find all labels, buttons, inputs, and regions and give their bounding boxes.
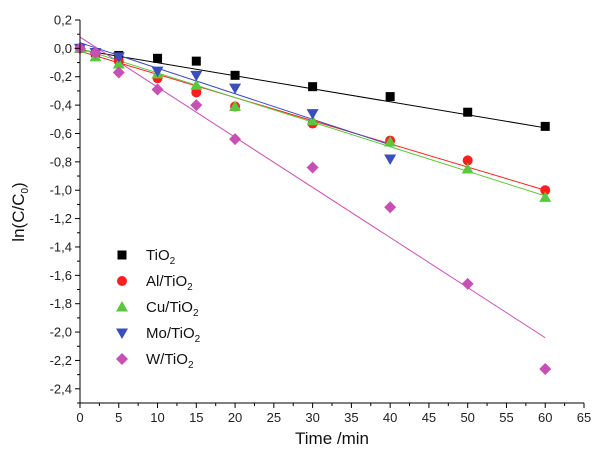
data-point-series-3	[384, 135, 397, 147]
y-tick-label: -0,8	[50, 154, 72, 169]
data-point-series-4	[306, 109, 319, 120]
x-ticks: 0 5 10 15 20 25 30 35 40 45 50 55 60 65	[76, 403, 591, 425]
data-point-series-3	[461, 162, 474, 174]
y-tick-label: -0,2	[50, 69, 72, 84]
legend-label-2: Al/TiO2	[146, 273, 193, 293]
data-point-series-5	[190, 99, 203, 112]
x-tick-label: 25	[267, 410, 281, 425]
y-tick-label: -1,6	[50, 268, 72, 283]
legend-marker-2	[117, 276, 127, 286]
legend-label-subscript: 2	[187, 282, 193, 293]
legend-marker-1	[117, 250, 127, 260]
data-markers	[74, 42, 552, 375]
y-tick-label: -1,4	[50, 239, 72, 254]
y-axis-title-main: ln(C/C	[9, 194, 28, 242]
x-tick-label: 0	[76, 410, 83, 425]
x-axis-title: Time /min	[295, 429, 369, 448]
data-point-series-1	[463, 107, 473, 117]
legend-marker-4	[116, 328, 128, 339]
data-point-series-5	[229, 133, 242, 146]
data-point-series-4	[384, 154, 397, 166]
x-tick-label: 35	[344, 410, 358, 425]
data-point-series-4	[229, 83, 242, 95]
x-tick-label: 15	[189, 410, 203, 425]
x-tick-label: 45	[422, 410, 436, 425]
y-tick-label: -0,4	[50, 98, 72, 113]
legend-label-text: Al/TiO	[146, 273, 187, 290]
y-axis-title-close: )	[9, 182, 28, 188]
legend-label-5: W/TiO2	[146, 351, 194, 371]
legend-label-3: Cu/TiO2	[146, 299, 199, 319]
y-axis-title: ln(C/C0)	[9, 182, 31, 241]
y-tick-label: -2,4	[50, 381, 72, 396]
y-tick-label: 0,0	[54, 41, 72, 56]
data-point-series-2	[540, 185, 551, 196]
x-tick-label: 40	[383, 410, 397, 425]
legend-marker-3	[116, 301, 128, 312]
data-point-series-3	[112, 57, 125, 69]
data-point-series-5	[461, 277, 474, 290]
data-point-series-3	[190, 79, 203, 90]
y-ticks: 0,2 0,0 -0,2 -0,4 -0,6 -0,8 -1,0 -1,2 -1,4 -1,6 -1…	[50, 13, 80, 404]
data-point-series-1	[153, 53, 163, 63]
legend-label-text: Cu/TiO	[146, 299, 193, 316]
legend-label-4: Mo/TiO2	[146, 325, 201, 345]
legend-label-subscript: 2	[188, 360, 194, 371]
data-point-series-4	[112, 52, 125, 63]
legend-label-text: TiO	[146, 247, 170, 264]
y-tick-label: 0,2	[54, 13, 72, 28]
fit-line-series-5	[79, 36, 546, 339]
data-point-series-5	[306, 161, 319, 174]
data-point-series-5	[89, 46, 102, 59]
y-tick-label: -2,2	[50, 353, 72, 368]
legend-label-subscript: 2	[193, 308, 199, 319]
fit-lines	[79, 36, 546, 339]
data-point-series-1	[540, 121, 550, 131]
y-tick-label: -2,0	[50, 325, 72, 340]
x-tick-label: 55	[499, 410, 513, 425]
legend-marker-5	[116, 353, 128, 365]
y-tick-label: -1,8	[50, 296, 72, 311]
data-point-series-1	[230, 70, 240, 80]
data-point-series-3	[306, 114, 319, 126]
legend-label-subscript: 2	[195, 334, 201, 345]
x-tick-label: 65	[577, 410, 591, 425]
x-tick-label: 5	[115, 410, 122, 425]
data-point-series-4	[190, 70, 203, 82]
x-tick-label: 30	[305, 410, 319, 425]
data-point-series-5	[384, 201, 397, 214]
data-point-series-2	[462, 155, 473, 166]
x-tick-label: 10	[150, 410, 164, 425]
y-tick-label: -0,6	[50, 126, 72, 141]
x-tick-label: 50	[460, 410, 474, 425]
legend-label-subscript: 2	[170, 256, 176, 267]
data-point-series-4	[151, 66, 164, 78]
data-point-series-2	[191, 87, 202, 98]
data-point-series-1	[191, 56, 201, 66]
y-axis-title-sub: 0	[20, 188, 31, 194]
x-tick-label: 20	[228, 410, 242, 425]
data-point-series-3	[229, 100, 242, 112]
y-tick-label: -1,2	[50, 211, 72, 226]
data-point-series-5	[539, 362, 552, 375]
legend-label-text: W/TiO	[146, 351, 188, 368]
legend-label-1: TiO2	[146, 247, 176, 267]
data-point-series-5	[112, 66, 125, 79]
data-point-series-5	[151, 83, 164, 96]
x-tick-label: 60	[538, 410, 552, 425]
data-point-series-1	[385, 92, 395, 102]
data-point-series-3	[539, 191, 552, 202]
data-point-series-1	[308, 82, 318, 92]
legend-label-text: Mo/TiO	[146, 325, 195, 342]
y-tick-label: -1,0	[50, 183, 72, 198]
